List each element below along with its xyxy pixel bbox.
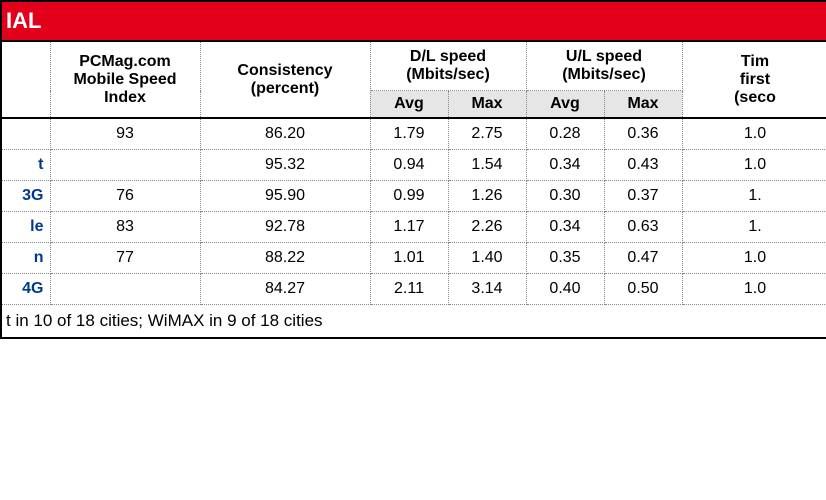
cell-ul-max: 0.47: [604, 243, 682, 274]
cell-ul-max: 0.36: [604, 118, 682, 150]
table-container: IAL PCMag.com Mobile Speed Index Consist…: [0, 0, 826, 339]
table-row: n7788.221.011.400.350.471.0: [2, 243, 826, 274]
cell-dl-avg: 2.11: [370, 274, 448, 305]
cell-index: 76: [50, 181, 200, 212]
time-l3: (seco: [734, 89, 776, 106]
col-time-group: Tim first (seco: [682, 42, 826, 118]
cell-dl-max: 2.75: [448, 118, 526, 150]
col-ul-group: U/L speed (Mbits/sec): [526, 42, 682, 91]
cell-ul-avg: 0.30: [526, 181, 604, 212]
footnote: t in 10 of 18 cities; WiMAX in 9 of 18 c…: [2, 305, 826, 338]
time-l1: Tim: [741, 53, 769, 70]
cell-dl-avg: 1.17: [370, 212, 448, 243]
table-body: 9386.201.792.750.280.361.0t95.320.941.54…: [2, 118, 826, 337]
cell-carrier: le: [2, 212, 50, 243]
banner: IAL: [2, 2, 826, 42]
cell-time: 1.: [682, 181, 826, 212]
cell-dl-avg: 0.94: [370, 150, 448, 181]
cell-time: 1.0: [682, 274, 826, 305]
cell-carrier: 4G: [2, 274, 50, 305]
table-row: 3G7695.900.991.260.300.371.: [2, 181, 826, 212]
col-ul-avg: Avg: [526, 91, 604, 119]
cell-dl-avg: 0.99: [370, 181, 448, 212]
cell-index: 77: [50, 243, 200, 274]
cell-consistency: 86.20: [200, 118, 370, 150]
cell-dl-max: 2.26: [448, 212, 526, 243]
cell-consistency: 92.78: [200, 212, 370, 243]
cell-dl-avg: 1.01: [370, 243, 448, 274]
cell-carrier: 3G: [2, 181, 50, 212]
cell-consistency: 95.90: [200, 181, 370, 212]
cell-ul-max: 0.37: [604, 181, 682, 212]
cell-time: 1.0: [682, 118, 826, 150]
cell-dl-max: 1.40: [448, 243, 526, 274]
cell-ul-avg: 0.34: [526, 150, 604, 181]
table-row: t 95.320.941.540.340.431.0: [2, 150, 826, 181]
table-row: 4G 84.272.113.140.400.501.0: [2, 274, 826, 305]
cell-ul-max: 0.50: [604, 274, 682, 305]
cell-ul-max: 0.63: [604, 212, 682, 243]
col-dl-avg: Avg: [370, 91, 448, 119]
cell-consistency: 84.27: [200, 274, 370, 305]
cell-dl-avg: 1.79: [370, 118, 448, 150]
cell-consistency: 95.32: [200, 150, 370, 181]
table-row: le8392.781.172.260.340.631.: [2, 212, 826, 243]
cell-index: 83: [50, 212, 200, 243]
col-speed-index: PCMag.com Mobile Speed Index: [50, 42, 200, 118]
cell-dl-max: 1.26: [448, 181, 526, 212]
cell-index: 93: [50, 118, 200, 150]
cell-ul-avg: 0.28: [526, 118, 604, 150]
speed-table: PCMag.com Mobile Speed Index Consistency…: [2, 42, 826, 337]
cell-carrier: n: [2, 243, 50, 274]
col-dl-max: Max: [448, 91, 526, 119]
cell-time: 1.0: [682, 243, 826, 274]
cell-carrier: [2, 118, 50, 150]
col-ul-max: Max: [604, 91, 682, 119]
time-l2: first: [740, 71, 770, 88]
col-dl-group: D/L speed (Mbits/sec): [370, 42, 526, 91]
col-carrier: [2, 42, 50, 118]
cell-carrier: t: [2, 150, 50, 181]
table-row: 9386.201.792.750.280.361.0: [2, 118, 826, 150]
cell-ul-max: 0.43: [604, 150, 682, 181]
cell-ul-avg: 0.35: [526, 243, 604, 274]
cell-time: 1.: [682, 212, 826, 243]
cell-dl-max: 3.14: [448, 274, 526, 305]
cell-ul-avg: 0.40: [526, 274, 604, 305]
cell-dl-max: 1.54: [448, 150, 526, 181]
cell-index: [50, 274, 200, 305]
cell-time: 1.0: [682, 150, 826, 181]
cell-consistency: 88.22: [200, 243, 370, 274]
cell-index: [50, 150, 200, 181]
cell-ul-avg: 0.34: [526, 212, 604, 243]
col-consistency: Consistency (percent): [200, 42, 370, 118]
